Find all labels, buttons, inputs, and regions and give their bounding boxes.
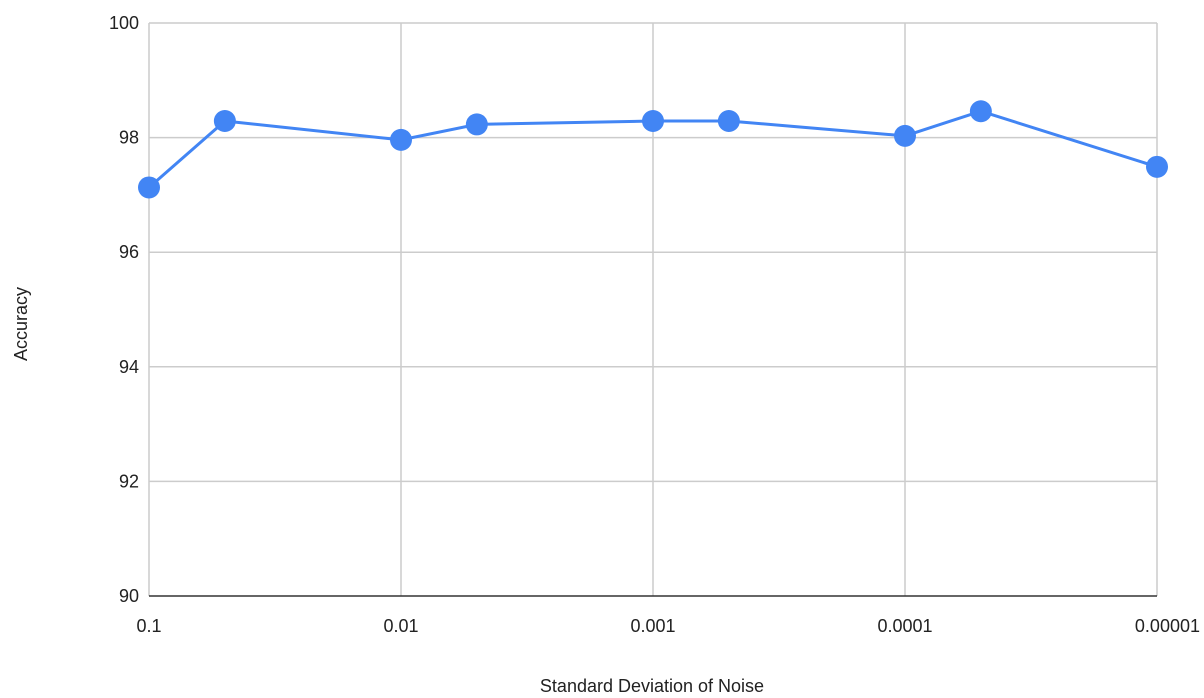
- horizontal-gridlines: [149, 22, 1157, 483]
- y-axis-tick-labels: 90 92 94 96 98 100: [109, 13, 139, 606]
- y-tick-label: 90: [119, 586, 139, 606]
- data-point: [390, 128, 412, 151]
- y-axis-title: Accuracy: [11, 287, 31, 361]
- data-point: [717, 109, 740, 132]
- x-tick-label: 0.01: [383, 616, 418, 636]
- y-tick-label: 96: [119, 242, 139, 262]
- data-point: [894, 124, 916, 147]
- data-point: [213, 109, 236, 132]
- data-point: [969, 100, 992, 123]
- data-points: [138, 100, 1168, 199]
- vertical-gridlines: [148, 23, 1158, 596]
- data-point: [465, 113, 488, 136]
- data-point: [138, 176, 160, 199]
- x-axis-title: Standard Deviation of Noise: [540, 676, 764, 696]
- y-tick-label: 92: [119, 471, 139, 491]
- data-point: [1146, 155, 1168, 178]
- x-tick-label: 0.00001: [1135, 616, 1200, 636]
- x-tick-label: 0.001: [630, 616, 675, 636]
- x-tick-label: 0.0001: [877, 616, 932, 636]
- x-tick-label: 0.1: [136, 616, 161, 636]
- y-tick-label: 94: [119, 357, 139, 377]
- y-tick-label: 98: [119, 128, 139, 148]
- y-tick-label: 100: [109, 13, 139, 33]
- data-point: [642, 109, 664, 132]
- x-axis-tick-labels: 0.1 0.01 0.001 0.0001 0.00001: [136, 616, 1200, 636]
